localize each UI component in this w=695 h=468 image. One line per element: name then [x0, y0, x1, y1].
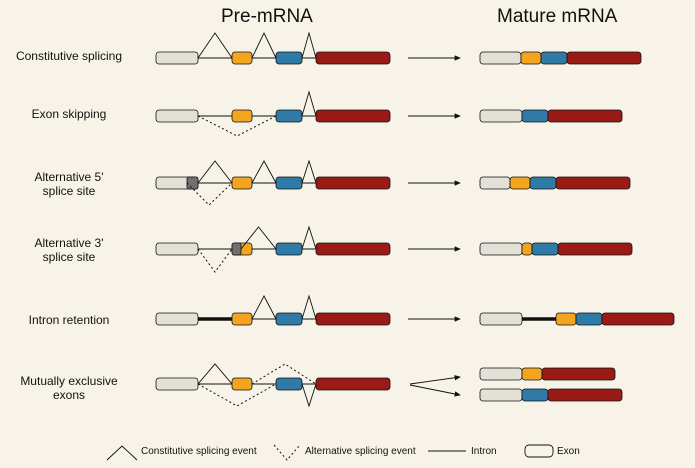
exon-orange [231, 51, 253, 65]
constitutive-splice-event [301, 225, 317, 250]
exon-orange [231, 377, 253, 391]
mature-exon-red-2 [547, 388, 623, 402]
mature-exon-red [566, 51, 642, 65]
mature-exon-blue-2 [521, 388, 549, 402]
exon-orange [231, 176, 253, 190]
exon-red [315, 109, 391, 123]
exon-grey [155, 377, 199, 391]
alternative-splice-event [197, 383, 277, 407]
mature-exon-red [555, 176, 631, 190]
mature-exon-grey [479, 312, 523, 326]
legend-intron-label: Intron [471, 446, 497, 457]
exon-blue [275, 109, 303, 123]
constitutive-splice-event [197, 363, 233, 385]
mature-exon-red [601, 312, 675, 326]
row-label-exon-skipping: Exon skipping [31, 107, 107, 121]
exon-blue [275, 242, 303, 256]
exon-grey [155, 51, 199, 65]
arrow-upper [409, 375, 461, 385]
exon-orange [231, 312, 253, 326]
mature-exon-orange [520, 51, 542, 65]
mature-exon-orange [555, 312, 577, 326]
mature-exon-orange [509, 176, 531, 190]
exon-blue [275, 51, 303, 65]
constitutive-splice-event [301, 31, 317, 59]
row-label-alternative-3-splice-site: Alternative 3' splice site [34, 236, 104, 264]
exon-grey [155, 109, 199, 123]
constitutive-splice-event [197, 32, 233, 59]
exon-red [315, 176, 391, 190]
exon-red [315, 242, 391, 256]
alternative-splice-event [186, 182, 233, 206]
exon-red [315, 51, 391, 65]
mature-exon-orange [521, 242, 533, 256]
mature-exon-grey-1 [479, 367, 523, 381]
alternative-splice-event [197, 248, 233, 273]
mature-exon-blue [521, 109, 549, 123]
constitutive-splice-event [251, 160, 277, 184]
legend-alternative-icon [273, 444, 301, 461]
row-label-constitutive-splicing: Constitutive splicing [15, 49, 123, 63]
mature-exon-grey [479, 109, 523, 123]
mature-exon-grey-2 [479, 388, 523, 402]
legend-constitutive-label: Constitutive splicing event [141, 446, 257, 457]
constitutive-splice-event [301, 159, 317, 184]
mature-exon-grey [479, 242, 523, 256]
legend-alternative-label: Alternative splicing event [305, 446, 416, 457]
alternative-splice-event [197, 115, 277, 137]
mature-exon-red [547, 109, 623, 123]
constitutive-splice-event [301, 294, 317, 320]
mature-exon-red [557, 242, 633, 256]
exon-red [315, 377, 391, 391]
constitutive-splice-event [301, 90, 317, 117]
row-label-mutually-exclusive-exons: Mutually exclusive exons [20, 374, 118, 402]
mature-exon-blue [531, 242, 559, 256]
exon-red [315, 312, 391, 326]
mature-mrna-header: Mature mRNA [497, 6, 618, 27]
exon-grey [155, 242, 199, 256]
row-label-intron-retention: Intron retention [28, 313, 110, 327]
exon-orange [231, 109, 253, 123]
alternative-5-prime-segment [186, 176, 199, 190]
mature-exon-blue [540, 51, 568, 65]
mature-exon-grey [479, 51, 522, 65]
pre-mrna-header: Pre-mRNA [221, 6, 313, 27]
exon-blue [275, 312, 303, 326]
exon-blue [275, 176, 303, 190]
mature-exon-red-1 [541, 367, 616, 381]
constitutive-splice-event [251, 31, 277, 59]
mature-exon-orange-1 [521, 367, 543, 381]
mature-exon-blue [575, 312, 603, 326]
mature-exon-grey [479, 176, 511, 190]
constitutive-splice-event [197, 160, 233, 184]
constitutive-splice-event [251, 295, 277, 320]
row-label-alternative-5-splice-site: Alternative 5' splice site [34, 170, 104, 198]
exon-blue [275, 377, 303, 391]
legend-exon-icon [524, 444, 554, 458]
alternative-splice-event [251, 363, 317, 385]
exon-grey [155, 312, 199, 326]
legend-exon-label: Exon [557, 446, 580, 457]
alternative-3-prime-segment [231, 242, 242, 256]
constitutive-splice-event [240, 226, 277, 250]
constitutive-splice-event [301, 383, 317, 408]
mature-exon-blue [529, 176, 557, 190]
arrow-lower [409, 384, 461, 397]
legend-constitutive-icon [106, 445, 138, 461]
